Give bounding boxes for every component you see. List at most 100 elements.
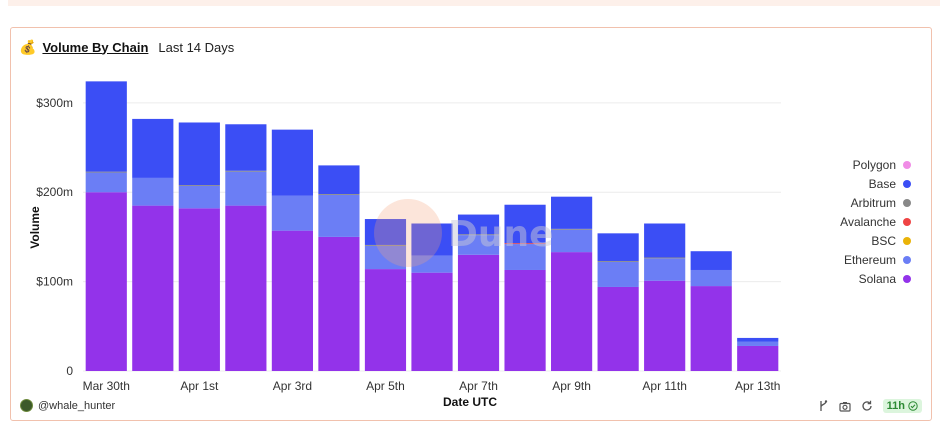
- bar-segment: [504, 243, 546, 245]
- legend-swatch: [903, 217, 911, 226]
- legend-item[interactable]: Solana: [840, 271, 911, 286]
- y-tick-label: 0: [66, 364, 73, 378]
- bar-segment: [457, 214, 500, 235]
- y-tick-label: $100m: [36, 275, 73, 289]
- bar-segment: [551, 229, 593, 253]
- bar-segment: [364, 244, 407, 246]
- bar-segment: [225, 170, 267, 172]
- bar-segment: [551, 228, 593, 230]
- bar-segment: [737, 337, 779, 342]
- legend-swatch: [903, 255, 911, 264]
- x-tick-label: Apr 1st: [180, 379, 219, 393]
- legend-swatch: [903, 274, 911, 283]
- bar-segment: [411, 223, 453, 256]
- bar-segment: [411, 272, 453, 371]
- bar-segment: [644, 258, 686, 281]
- bar-segment: [271, 230, 313, 371]
- bar-segment: [178, 185, 220, 186]
- bar-segment: [318, 165, 360, 194]
- bar-segment: [178, 208, 220, 371]
- legend-swatch: [903, 179, 911, 188]
- x-tick-label: Apr 11th: [642, 379, 686, 393]
- legend-label: Polygon: [852, 157, 896, 172]
- bar-segment: [318, 236, 360, 371]
- legend-label: Avalanche: [840, 214, 896, 229]
- legend-item[interactable]: Base: [840, 176, 911, 191]
- bar-segment: [597, 261, 639, 287]
- chart-legend: Polygon Base Arbitrum Avalanche BSC Ethereum S…: [840, 157, 911, 286]
- bar-segment: [132, 177, 174, 206]
- bar-segment: [597, 261, 639, 262]
- legend-item[interactable]: Avalanche: [840, 214, 911, 229]
- bar-segment: [364, 219, 407, 245]
- card-actions: 11h: [817, 399, 922, 413]
- bar-segment: [644, 280, 686, 371]
- bar-segment: [690, 269, 732, 287]
- x-axis-title: Date UTC: [443, 395, 497, 409]
- bar-segment: [411, 255, 453, 273]
- legend-label: Solana: [858, 271, 896, 286]
- bar-segment: [132, 205, 174, 371]
- bar-segment: [690, 286, 732, 371]
- bar-segment: [364, 269, 407, 371]
- bar-segment: [504, 244, 546, 270]
- legend-swatch: [903, 236, 911, 245]
- query-age: 11h: [886, 400, 905, 412]
- legend-item[interactable]: BSC: [840, 233, 911, 248]
- bar-segment: [504, 204, 546, 244]
- legend-swatch: [903, 160, 911, 169]
- chart-title[interactable]: Volume By Chain: [42, 39, 149, 55]
- legend-item[interactable]: Polygon: [840, 157, 911, 172]
- money-bag-icon: 💰: [19, 38, 37, 55]
- bar-segment: [271, 129, 313, 196]
- bar-segment: [85, 172, 127, 193]
- legend-swatch: [903, 198, 911, 207]
- bar-segment: [597, 286, 639, 371]
- bar-segment: [737, 341, 779, 346]
- bar-segment: [551, 196, 593, 229]
- bar-segment: [178, 122, 220, 186]
- legend-label: BSC: [871, 233, 896, 248]
- bar-segment: [457, 254, 500, 371]
- x-tick-label: Apr 5th: [366, 379, 405, 393]
- bar-segment: [271, 195, 313, 231]
- bar-segment: [85, 171, 127, 173]
- legend-item[interactable]: Ethereum: [840, 252, 911, 267]
- bar-segment: [85, 192, 127, 371]
- bar-segment: [504, 269, 546, 371]
- bar-segment: [644, 257, 686, 259]
- author-credit[interactable]: @whale_hunter: [20, 399, 115, 412]
- refresh-icon[interactable]: [861, 400, 874, 413]
- bar-segment: [85, 81, 127, 172]
- x-tick-label: Apr 3rd: [273, 379, 312, 393]
- legend-label: Ethereum: [843, 252, 896, 267]
- camera-icon[interactable]: [839, 400, 852, 413]
- chart-subtitle: Last 14 Days: [158, 39, 235, 55]
- watermark-text: Dune: [448, 214, 554, 255]
- x-tick-label: Apr 7th: [459, 379, 498, 393]
- bar-segment: [597, 233, 639, 262]
- bar-segment: [551, 252, 593, 371]
- fork-icon[interactable]: [817, 400, 830, 413]
- x-tick-label: Apr 9th: [552, 379, 591, 393]
- bar-segment: [225, 205, 267, 371]
- top-strip: [8, 0, 940, 6]
- bar-segment: [737, 345, 779, 371]
- bar-segment: [644, 223, 686, 258]
- bar-segment: [132, 118, 174, 178]
- bar-segment: [225, 171, 267, 206]
- y-tick-label: $200m: [36, 185, 73, 199]
- watermark-logo: [374, 199, 442, 267]
- x-tick-label: Apr 13th: [735, 379, 780, 393]
- legend-item[interactable]: Arbitrum: [840, 196, 911, 210]
- bar-segment: [318, 194, 360, 195]
- bar-segment: [364, 245, 407, 270]
- y-axis-title: Volume: [28, 206, 42, 249]
- author-name[interactable]: @whale_hunter: [38, 399, 116, 412]
- author-avatar: [20, 399, 33, 412]
- y-tick-label: $300m: [36, 96, 73, 110]
- legend-label: Base: [868, 176, 896, 191]
- bar-segment: [690, 251, 732, 270]
- query-age-badge[interactable]: 11h: [882, 399, 922, 413]
- bar-segment: [457, 234, 500, 236]
